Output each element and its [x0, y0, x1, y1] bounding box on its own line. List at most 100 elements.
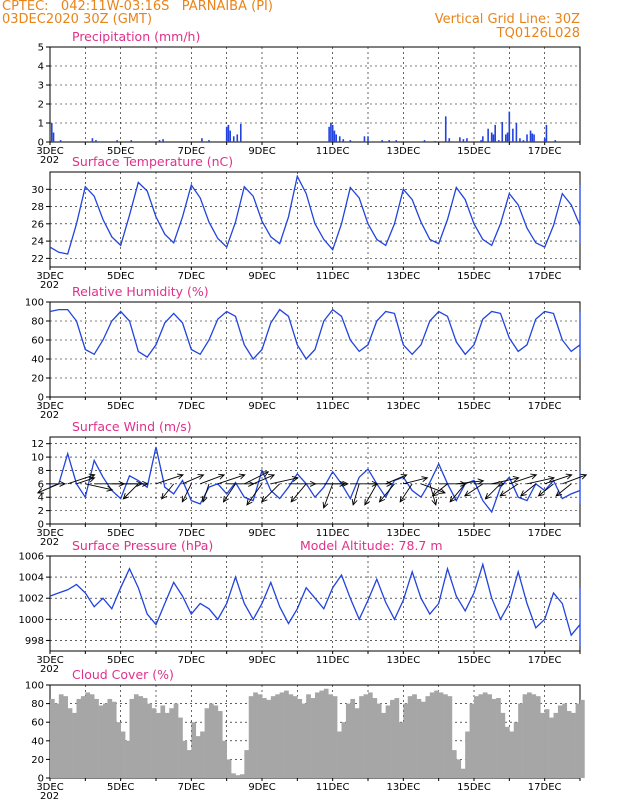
wind-arrow-head	[106, 485, 114, 492]
x-tick-label: 5DEC	[107, 655, 134, 666]
cloud-bar	[544, 709, 550, 778]
plot-frame	[49, 555, 581, 652]
cloud-bar	[549, 717, 554, 778]
precip-bar	[545, 124, 548, 142]
cloud-bar	[301, 703, 307, 778]
header-station: CPTEC: 042:11W-03:16S PARNAIBA (PI)	[2, 0, 273, 14]
wind-arrow-head	[499, 490, 507, 497]
y-tick-label: 20	[31, 755, 44, 766]
year-stub: 202	[40, 664, 59, 675]
wind-arrow	[379, 483, 395, 503]
x-tick-label: 17DEC	[528, 528, 562, 539]
cloud-bar	[513, 722, 519, 778]
y-tick-label: 1002	[19, 594, 44, 605]
wind-arrow	[420, 483, 446, 494]
cloud-bar	[103, 703, 108, 778]
x-tick-label: 13DEC	[386, 782, 420, 793]
cloud-bar	[363, 694, 369, 778]
precip-bar	[240, 123, 242, 142]
precip-bar	[52, 132, 55, 142]
precip-bar	[505, 134, 507, 142]
wind-arrow-head	[438, 488, 446, 494]
x-tick-label: 9DEC	[248, 528, 275, 539]
precip-bar	[338, 136, 341, 142]
wind-arrow	[200, 474, 225, 485]
wind-arrow	[538, 483, 554, 497]
precip-bar	[529, 130, 532, 142]
cloud-bar	[270, 696, 276, 778]
cloud-bar	[89, 694, 95, 778]
cloud-bar	[319, 690, 325, 778]
cloud-bar	[195, 736, 201, 778]
wind-arrow-head	[197, 474, 205, 480]
wind-arrow-head	[477, 478, 485, 485]
cloud-bar	[297, 698, 303, 778]
precip-bar	[492, 134, 495, 142]
cloud-bar	[429, 692, 435, 778]
y-tick-label: 40	[31, 736, 44, 747]
cloud-bar	[460, 768, 466, 778]
precip-bar	[201, 138, 203, 142]
wind-arrow	[403, 477, 428, 485]
wind-arrow	[385, 474, 407, 485]
precip-bar	[519, 138, 521, 142]
precip-bar	[522, 140, 525, 142]
cloud-bar	[434, 690, 439, 778]
x-tick-label: 11DEC	[316, 146, 350, 157]
wind-arrow	[323, 483, 334, 509]
x-tick-label: 7DEC	[178, 271, 205, 282]
wind-arrow-head	[431, 498, 438, 506]
precip-bar	[490, 132, 493, 142]
precip-bar	[466, 138, 468, 142]
y-tick-label: 2	[38, 506, 44, 517]
precip-bar	[91, 138, 94, 142]
wind-arrow-head	[238, 473, 246, 480]
cloud-bar	[266, 699, 272, 778]
y-tick-label: 4	[38, 493, 44, 504]
panel-4: 998 1000 1002 1004 1006 3DEC 5DEC 7DEC 9DEC 11DEC…	[19, 538, 581, 675]
cloud-bar	[217, 711, 223, 778]
year-stub: 202	[40, 537, 59, 548]
y-tick-label: 26	[31, 219, 44, 230]
precip-bar	[50, 123, 53, 142]
wind-arrow-head	[400, 474, 408, 480]
x-tick-label: 15DEC	[457, 146, 491, 157]
series-line	[49, 446, 581, 514]
wind-arrow-head	[218, 473, 226, 480]
cloud-bar	[557, 705, 563, 778]
x-tick-label: 17DEC	[528, 782, 562, 793]
cloud-bar	[248, 696, 254, 778]
series-line	[49, 308, 581, 361]
x-tick-label: 17DEC	[528, 271, 562, 282]
wind-arrow-head	[378, 495, 386, 503]
cloud-bar	[262, 698, 267, 778]
cloud-bar	[275, 694, 280, 778]
panel-2: 0 20 40 60 80 100 3DEC 5DEC 7DEC 9DEC 11DEC 13DEC 15…	[25, 284, 581, 421]
wind-arrow	[456, 480, 484, 485]
wind-arrow	[399, 483, 413, 503]
cloud-bar	[527, 692, 532, 778]
cloud-bar	[531, 694, 537, 778]
x-tick-label: 9DEC	[248, 655, 275, 666]
y-tick-label: 100	[25, 681, 44, 692]
cloud-bar	[54, 703, 60, 778]
precip-bar	[116, 140, 118, 142]
cloud-bar	[328, 694, 333, 778]
cloud-bar	[72, 712, 77, 778]
cloud-bar	[235, 775, 241, 778]
x-tick-label: 9DEC	[248, 271, 275, 282]
y-tick-label: 8	[38, 466, 44, 477]
precip-bar	[462, 139, 465, 142]
precip-bar	[448, 138, 451, 142]
x-tick-label: 7DEC	[178, 782, 205, 793]
wind-arrow-head	[176, 473, 184, 480]
cloud-bar	[279, 692, 285, 778]
wind-arrow	[85, 483, 113, 491]
x-tick-label: 9DEC	[248, 401, 275, 412]
y-tick-label: 22	[31, 254, 44, 265]
wind-arrow-head	[431, 490, 439, 497]
wind-arrow-head	[181, 495, 188, 503]
cloud-bar	[213, 705, 219, 778]
cloud-bar	[98, 705, 104, 778]
precip-bar	[59, 140, 62, 142]
